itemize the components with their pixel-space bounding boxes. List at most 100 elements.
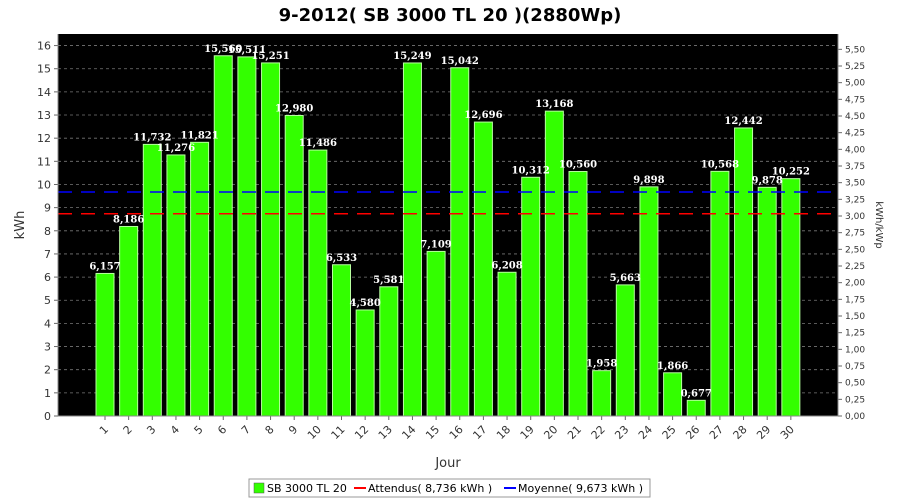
bar: [710, 170, 730, 417]
bar-value-label: 13,168: [535, 99, 573, 110]
y-tick-label: 3: [44, 341, 51, 354]
bar-value-label: 5,663: [610, 273, 641, 284]
x-tick-label: 20: [541, 423, 560, 442]
y-right-tick-label: 4,50: [845, 112, 865, 122]
grid-lines: [58, 45, 838, 394]
bar: [95, 272, 115, 417]
bar: [544, 110, 564, 417]
y-axis-right-label: kWh/kWp: [873, 201, 884, 248]
y-right-tick-label: 3,00: [845, 212, 865, 222]
bar-value-label: 12,980: [275, 103, 313, 114]
legend-expected-label: Attendus( 8,736 kWh ): [368, 482, 492, 495]
y-right-tick-label: 5,00: [845, 79, 865, 89]
x-tick-label: 6: [215, 423, 229, 437]
reference-lines: [58, 191, 838, 215]
bar: [615, 284, 635, 417]
x-tick-label: 13: [376, 423, 395, 442]
x-tick-label: 12: [352, 423, 371, 442]
bar: [308, 149, 328, 417]
bar-value-label: 1,866: [657, 361, 688, 372]
bar-value-label: 10,560: [559, 160, 597, 171]
x-tick-label: 28: [731, 423, 750, 442]
bar-value-label: 6,208: [491, 260, 522, 271]
bar: [592, 370, 612, 417]
bar-value-label: 9,898: [633, 175, 664, 186]
bar-value-label: 6,533: [326, 253, 357, 264]
bar: [686, 399, 706, 417]
y-tick-label: 15: [37, 63, 51, 76]
bar-value-label: 15,042: [441, 56, 479, 67]
bar-value-label: 15,249: [393, 51, 431, 62]
y-right-tick-label: 0,75: [845, 362, 865, 372]
legend-series-label: SB 3000 TL 20: [267, 482, 347, 495]
y-right-tick-label: 3,50: [845, 179, 865, 189]
bar-value-label: 1,958: [586, 359, 617, 370]
y-right-tick-label: 2,75: [845, 229, 865, 239]
bar-value-label: 11,821: [180, 130, 218, 141]
bar: [639, 186, 659, 417]
y-right-tick-label: 3,25: [845, 195, 865, 205]
x-tick-label: 24: [636, 423, 655, 442]
bar: [190, 141, 210, 417]
y-tick-label: 8: [44, 225, 51, 238]
y-tick-label: 14: [37, 86, 51, 99]
y-right-tick-label: 4,00: [845, 145, 865, 155]
y-axis-label: kWh: [13, 211, 28, 240]
y-right-tick-label: 5,50: [845, 45, 865, 55]
x-tick-label: 11: [329, 423, 348, 442]
y-tick-label: 12: [37, 132, 51, 145]
x-tick-label: 25: [660, 423, 679, 442]
bar-value-label: 15,560: [204, 44, 242, 55]
legend-frame: [248, 478, 651, 498]
bar-value-label: 9,878: [752, 175, 783, 186]
bar-value-label: 10,568: [701, 159, 739, 170]
x-tick-label: 7: [239, 423, 253, 437]
y-tick-label: 6: [44, 271, 51, 284]
bar-value-label: 12,442: [724, 116, 762, 127]
bar: [473, 121, 493, 417]
y-tick-label: 2: [44, 364, 51, 377]
y-tick-label: 10: [37, 178, 51, 191]
bar: [355, 309, 375, 417]
y-right-tick-label: 1,00: [845, 345, 865, 355]
bar: [497, 271, 517, 417]
y-right-tick-label: 0,25: [845, 395, 865, 405]
x-tick-label: 30: [778, 423, 797, 442]
legend: SB 3000 TL 20 Attendus( 8,736 kWh ) Moye…: [248, 478, 651, 498]
x-tick-label: 3: [144, 423, 158, 437]
y-tick-label: 9: [44, 202, 51, 215]
bar: [142, 143, 162, 417]
bar: [379, 286, 399, 417]
bar: [261, 62, 281, 417]
y-axis-right: 0,00 0,25 0,50 0,75 1,00 1,25 1,50 1,75 2,00 2,25…: [837, 34, 865, 422]
x-tick-label: 23: [612, 423, 631, 442]
y-right-tick-label: 3,75: [845, 162, 865, 172]
y-tick-label: 4: [44, 317, 51, 330]
x-tick-label: 17: [470, 423, 489, 442]
y-right-tick-label: 4,25: [845, 129, 865, 139]
x-tick-label: 1: [97, 423, 111, 437]
y-right-tick-label: 2,00: [845, 279, 865, 289]
y-tick-label: 1: [44, 387, 51, 400]
x-tick-label: 2: [121, 423, 135, 437]
bar-value-label: 10,312: [512, 165, 550, 176]
x-tick-label: 26: [683, 423, 702, 442]
bar-value-label: 8,186: [113, 214, 144, 225]
bar-value-label: 7,109: [420, 239, 451, 250]
x-tick-label: 14: [399, 423, 418, 442]
x-axis-label: Jour: [434, 456, 461, 471]
bar-value-label: 11,732: [133, 132, 171, 143]
bar-value-label: 15,511: [228, 45, 266, 56]
bar-value-label: 15,251: [251, 51, 289, 62]
bar-value-label: 6,157: [89, 261, 120, 272]
y-right-tick-label: 1,75: [845, 295, 865, 305]
x-tick-label: 16: [447, 423, 466, 442]
bar: [237, 56, 257, 417]
y-tick-label: 0: [44, 410, 51, 423]
x-tick-label: 21: [565, 423, 584, 442]
x-tick-label: 29: [754, 423, 773, 442]
bars: [95, 55, 801, 417]
